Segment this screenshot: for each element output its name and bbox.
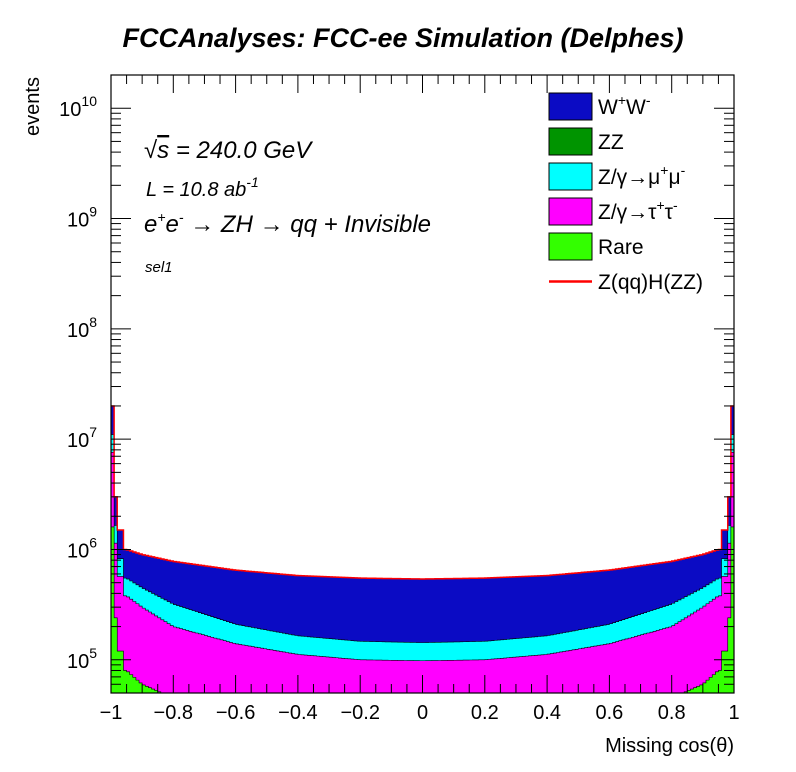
y-tick-label: 109 (67, 204, 97, 232)
legend-item: Rare (548, 232, 644, 261)
y-tick-exponent: 5 (89, 645, 97, 661)
legend-item: Z/γ→μ+μ- (548, 162, 686, 191)
legend-label: W+W- (598, 92, 651, 119)
y-tick-base: 10 (67, 540, 89, 562)
x-tick-label: 0.2 (471, 702, 499, 724)
annotation-block: √s = 240.0 GeV L = 10.8 ab-1 e+e- → ZH →… (144, 137, 431, 276)
annotation-process-rest: → ZH → qq + Invisible (184, 211, 431, 238)
x-tick-label: −0.6 (216, 702, 255, 724)
legend-swatch (548, 232, 593, 261)
legend-label: ZZ (598, 131, 624, 154)
y-tick-label: 105 (67, 645, 97, 673)
y-tick-label: 107 (67, 424, 97, 452)
y-tick-label: 108 (67, 314, 97, 342)
legend-label-sup1: + (618, 92, 626, 108)
x-tick-label: −0.4 (278, 702, 317, 724)
legend-item: W+W- (548, 92, 651, 121)
x-tick-label: 0 (417, 702, 428, 724)
x-tick-label: 0.4 (533, 702, 561, 724)
y-tick-exponent: 9 (89, 204, 97, 220)
series-3 (110, 452, 735, 694)
y-tick-exponent: 8 (89, 314, 97, 330)
x-tick-label: −0.8 (154, 702, 193, 724)
y-tick-base: 10 (67, 320, 89, 342)
y-tick-label: 1010 (59, 93, 97, 121)
legend-label-base: Z(qq)H(ZZ) (598, 271, 703, 294)
y-tick-base: 10 (59, 99, 81, 121)
x-tick-label: 1 (728, 702, 739, 724)
annotation-process: e+e- → ZH → qq + Invisible (144, 209, 431, 238)
legend-label-base: ZZ (598, 131, 624, 154)
x-tick-label: 0.6 (595, 702, 623, 724)
axes: −1 −0.8 −0.6 −0.4 −0.2 0 0.2 0.4 0.6 0.8 110510610… (59, 74, 740, 724)
annotation-selection: sel1 (145, 259, 173, 276)
legend-item: Z(qq)H(ZZ) (549, 271, 703, 294)
y-tick-base: 10 (67, 651, 89, 673)
legend-label-mid: τ (665, 201, 674, 224)
annotation-sqrt-s-symbol: √ (144, 137, 158, 164)
legend-swatch (548, 92, 593, 121)
legend-swatch (548, 127, 593, 156)
y-tick-exponent: 7 (89, 424, 97, 440)
x-tick-label: −0.2 (340, 702, 379, 724)
annotation-lumi: L = 10.8 ab-1 (146, 174, 259, 201)
legend-label-base: Z/γ→μ (598, 166, 660, 189)
chart-title: FCCAnalyses: FCC-ee Simulation (Delphes) (122, 23, 683, 53)
x-tick-label: 0.8 (658, 702, 686, 724)
legend-label: Z(qq)H(ZZ) (598, 271, 703, 294)
legend-label-base: W (598, 96, 618, 119)
annotation-process-e1: e (144, 211, 157, 238)
annotation-process-sup1: + (157, 209, 165, 225)
legend-label-base: Z/γ→τ (598, 201, 657, 224)
legend-label-mid: μ (668, 166, 680, 189)
legend-label: Z/γ→μ+μ- (598, 162, 686, 189)
legend-label-sup1: + (660, 162, 668, 178)
legend-label: Rare (598, 236, 644, 259)
x-tick-label: −1 (100, 702, 123, 724)
legend-item: ZZ (548, 127, 624, 156)
plot-area (110, 405, 735, 694)
x-axis-label: Missing cos(θ) (605, 735, 734, 757)
series-area-3 (110, 452, 735, 694)
y-tick-label: 106 (67, 534, 97, 562)
annotation-process-sup2: - (179, 209, 184, 225)
annotation-sqrt-s: √s = 240.0 GeV (144, 137, 313, 164)
legend-item: Z/γ→τ+τ- (548, 197, 678, 226)
legend-label-sup2: - (646, 92, 651, 108)
annotation-lumi-exp: -1 (246, 174, 258, 190)
legend-label: Z/γ→τ+τ- (598, 197, 678, 224)
y-tick-base: 10 (67, 430, 89, 452)
annotation-process-e2: e (166, 211, 179, 238)
y-tick-exponent: 10 (81, 93, 97, 109)
legend-label-sup2: - (681, 162, 686, 178)
y-axis-label: events (22, 77, 44, 136)
y-tick-exponent: 6 (89, 534, 97, 550)
legend-label-mid: W (626, 96, 646, 119)
signal-line (111, 405, 734, 580)
annotation-sqrt-s-var: s (157, 137, 169, 164)
annotation-sqrt-s-rest: = 240.0 GeV (169, 137, 313, 164)
legend-swatch (548, 162, 593, 191)
legend-label-sup1: + (656, 197, 664, 213)
legend-label-base: Rare (598, 236, 644, 259)
y-tick-base: 10 (67, 210, 89, 232)
legend-swatch (548, 197, 593, 226)
annotation-lumi-base: L = 10.8 ab (146, 179, 246, 201)
legend-label-sup2: - (673, 197, 678, 213)
